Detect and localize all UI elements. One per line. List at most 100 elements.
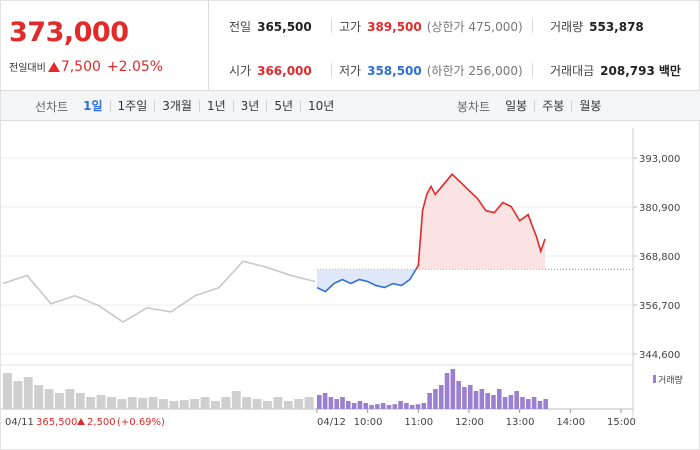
prev-day-up-icon (77, 418, 85, 425)
volume-bar (169, 401, 179, 409)
volume-bar (502, 397, 508, 409)
volume-legend-label: 거래량 (658, 374, 683, 386)
volume-bar (369, 405, 374, 409)
volume-bar (473, 391, 479, 409)
trade-value: 208,793 (600, 64, 655, 78)
candle-chart-periods: 봉차트 일봉 주봉 월봉 (457, 91, 608, 121)
x-tick-label: 04/12 (317, 417, 346, 428)
volume-bar (433, 389, 438, 409)
change-percent: +2.05% (106, 59, 164, 75)
volume-bar (231, 391, 241, 409)
volume-bar (23, 377, 33, 409)
y-tick-label: 393,000 (639, 154, 680, 165)
volume-bar (444, 373, 450, 409)
candle-daily-tab[interactable]: 일봉 (505, 99, 528, 113)
period-10y-tab[interactable]: 10년 (300, 100, 341, 112)
volume-bar (531, 397, 537, 409)
volume-bar (346, 401, 351, 409)
volume-bar (409, 405, 415, 409)
current-price: 373,000 (9, 17, 129, 48)
volume-bar (351, 403, 357, 409)
x-axis: 04/12 10:00 11:00 12:00 13:00 14:00 15:00 (316, 409, 636, 428)
open-label: 시가 (229, 64, 252, 78)
period-3m-tab[interactable]: 3개월 (154, 100, 199, 112)
volume-bar (138, 397, 148, 409)
prev-day-series (2, 260, 316, 323)
volume-bar (159, 399, 168, 409)
volume-bar (363, 403, 369, 409)
high-stat: 고가 389,500 (상한가 475,000) (339, 18, 523, 35)
volume-bar (392, 404, 398, 409)
volume-bar (322, 393, 328, 409)
candle-chart-label: 봉차트 (457, 99, 491, 114)
high-label: 고가 (339, 20, 362, 34)
volume-bar (127, 397, 137, 409)
period-3y-tab[interactable]: 3년 (232, 100, 267, 112)
low-label: 저가 (339, 64, 362, 78)
period-toolbar: 선차트 1일 1주일 3개월 1년 3년 5년 10년 봉차트 일봉 주봉 월봉 (1, 91, 700, 121)
volume-bar (221, 397, 231, 409)
volume-bar (328, 397, 334, 409)
candle-weekly-tab[interactable]: 주봉 (534, 100, 571, 112)
volume-bar (537, 401, 543, 409)
prev-day-date: 04/11 (5, 417, 34, 428)
volume-bar (13, 381, 23, 409)
change-value: 7,500 (60, 59, 101, 75)
prev-day-close: 365,500 (36, 417, 77, 428)
volume-bar (438, 385, 444, 409)
volume-bar (273, 397, 283, 409)
above-reference-area (415, 174, 545, 270)
volume-bar (357, 401, 363, 409)
lower-limit: (하한가 256,000) (426, 64, 523, 78)
period-5y-tab[interactable]: 5년 (266, 100, 300, 112)
low-value: 358,500 (367, 64, 422, 78)
current-price-block: 373,000 전일대비 7,500 +2.05% (1, 1, 209, 91)
volume-bar (485, 393, 490, 409)
volume-bar (34, 385, 44, 409)
period-1d-tab[interactable]: 1일 (83, 99, 103, 113)
volume-bar (44, 389, 54, 409)
volume-bar (3, 373, 12, 409)
prev-close-label: 전일 (229, 20, 252, 34)
volume-bar (190, 399, 200, 409)
volume-bar (294, 399, 304, 409)
volume-bar (107, 397, 116, 409)
change-label: 전일대비 (9, 63, 46, 74)
volume-bar (375, 404, 380, 409)
volume-bar (86, 397, 96, 409)
volume-bar (340, 397, 345, 409)
prev-close-stat: 전일 365,500 (229, 18, 312, 35)
y-tick-label: 344,600 (639, 350, 680, 361)
volume-bar (543, 399, 549, 409)
volume-stat: 거래량 553,878 (550, 18, 644, 35)
volume-bar (386, 405, 392, 409)
volume-bar (514, 391, 519, 409)
volume-bar (450, 369, 456, 409)
volume-bar (427, 393, 432, 409)
prev-day-change-pct: (+0.69%) (117, 417, 165, 428)
volume-panel: 거래량 (1, 364, 683, 410)
period-1w-tab[interactable]: 1주일 (109, 100, 155, 112)
volume-bar (55, 393, 64, 409)
volume-value: 553,878 (589, 20, 644, 34)
volume-bar (462, 387, 467, 409)
open-value: 366,000 (257, 64, 312, 78)
today-series (316, 173, 633, 293)
volume-bar (317, 395, 322, 409)
above-reference-line (415, 173, 546, 270)
volume-bar (148, 397, 158, 409)
volume-bar (252, 399, 262, 409)
volume-bar (283, 401, 293, 409)
y-tick-label: 380,900 (639, 203, 680, 214)
prev-day-price-line (2, 260, 316, 323)
candle-monthly-tab[interactable]: 월봉 (571, 100, 608, 112)
trade-value-unit: 백만 (658, 64, 681, 78)
volume-bar (415, 404, 421, 409)
volume-bar (491, 395, 496, 409)
trade-value-label: 거래대금 (550, 64, 595, 78)
volume-bar (456, 381, 461, 409)
x-tick-label: 13:00 (506, 417, 535, 428)
period-1y-tab[interactable]: 1년 (198, 100, 233, 112)
upper-limit: (상한가 475,000) (426, 20, 523, 34)
